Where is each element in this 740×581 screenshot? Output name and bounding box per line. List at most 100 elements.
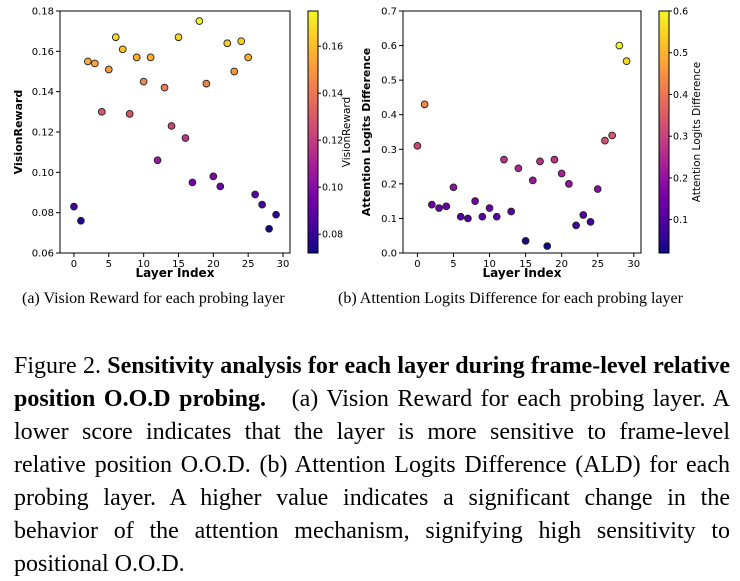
y-tick-label: 0.08 bbox=[32, 208, 54, 219]
data-point bbox=[272, 210, 280, 219]
colorbar-tick-label: 0.4 bbox=[673, 90, 688, 101]
y-tick-label: 0.2 bbox=[381, 179, 397, 190]
data-point bbox=[543, 242, 552, 250]
data-point bbox=[565, 180, 573, 188]
data-point bbox=[586, 218, 595, 226]
data-point bbox=[485, 204, 494, 212]
data-point bbox=[84, 57, 92, 66]
plot-frame bbox=[59, 10, 291, 254]
plot-frame bbox=[402, 10, 642, 254]
data-point bbox=[118, 45, 127, 54]
x-tick-label: 0 bbox=[71, 259, 77, 270]
subcaption-b: (b) Attention Logits Difference for each… bbox=[338, 290, 683, 307]
colorbar-tick-label: 0.14 bbox=[322, 89, 343, 100]
data-point bbox=[195, 17, 204, 25]
attention-logits-difference-chart: 0 5 10 15 20 25 30 0.0 0.1 0.2 0.3 0.4 0.5 0.6 0.7 Laye… bbox=[360, 7, 703, 281]
data-point bbox=[237, 37, 246, 46]
data-point bbox=[471, 197, 479, 205]
colorbar-tick-label: 0.6 bbox=[673, 7, 688, 18]
data-point bbox=[579, 211, 588, 219]
data-point bbox=[188, 178, 197, 187]
colorbar-tick-label: 0.08 bbox=[322, 230, 343, 241]
x-tick-label: 10 bbox=[137, 259, 150, 270]
data-point bbox=[181, 134, 190, 142]
x-tick-label: 30 bbox=[277, 259, 290, 270]
data-point bbox=[70, 202, 78, 211]
data-point bbox=[572, 221, 580, 230]
data-point bbox=[125, 109, 134, 118]
data-point bbox=[202, 79, 211, 88]
colorbar-tick-label: 0.2 bbox=[673, 173, 688, 184]
x-axis-label: Layer Index bbox=[136, 266, 215, 280]
colorbar-tick-label: 0.1 bbox=[673, 215, 688, 226]
data-point bbox=[153, 156, 162, 165]
data-point bbox=[216, 182, 225, 191]
data-point bbox=[622, 57, 631, 65]
data-point bbox=[507, 207, 516, 216]
data-point bbox=[90, 59, 99, 68]
data-point bbox=[557, 169, 566, 178]
data-point bbox=[492, 212, 501, 221]
y-tick-label: 0.06 bbox=[32, 249, 54, 260]
colorbar bbox=[658, 10, 670, 254]
colorbar-tick-label: 0.5 bbox=[673, 48, 688, 59]
data-point bbox=[464, 214, 472, 223]
data-point bbox=[500, 155, 508, 164]
vision-reward-chart: 0 5 10 15 20 25 30 0.06 0.08 0.10 0.12 0.14 0.16 0.18… bbox=[12, 7, 353, 281]
colorbar bbox=[307, 10, 319, 254]
data-point bbox=[160, 83, 169, 92]
y-tick-label: 0.6 bbox=[381, 41, 397, 52]
caption-body: (a) Vision Reward for each probing layer… bbox=[14, 386, 730, 577]
y-tick-label: 0.7 bbox=[381, 7, 397, 18]
x-tick-label: 0 bbox=[414, 259, 420, 270]
y-tick-label: 0.18 bbox=[32, 7, 54, 18]
x-tick-label: 15 bbox=[172, 259, 185, 270]
x-tick-label: 20 bbox=[555, 259, 568, 270]
colorbar-tick-label: 0.10 bbox=[322, 183, 343, 194]
data-point bbox=[230, 67, 239, 76]
colorbar-tick-label: 0.16 bbox=[322, 42, 343, 53]
data-point bbox=[251, 190, 260, 199]
data-point bbox=[146, 53, 155, 62]
y-tick-label: 0.5 bbox=[381, 76, 397, 87]
data-point bbox=[420, 100, 429, 109]
data-point bbox=[528, 176, 537, 185]
y-tick-label: 0.4 bbox=[381, 110, 397, 121]
data-point bbox=[258, 200, 266, 209]
caption-label: Figure 2. bbox=[14, 353, 101, 379]
data-point bbox=[104, 65, 113, 74]
y-tick-label: 0.1 bbox=[381, 214, 397, 225]
colorbar-label: Attention Logits Difference bbox=[691, 62, 703, 203]
y-tick-label: 0.12 bbox=[32, 128, 54, 139]
data-point bbox=[244, 53, 253, 62]
data-point bbox=[593, 185, 602, 193]
data-point bbox=[449, 183, 458, 192]
data-point bbox=[536, 157, 544, 166]
x-tick-label: 25 bbox=[242, 259, 255, 270]
data-point bbox=[97, 107, 106, 116]
y-axis-label: VisionReward bbox=[12, 90, 25, 175]
data-point bbox=[111, 33, 120, 42]
data-point bbox=[167, 122, 176, 130]
data-point bbox=[427, 200, 436, 209]
data-point bbox=[139, 77, 148, 86]
x-axis-label: Layer Index bbox=[483, 266, 562, 280]
data-point bbox=[478, 212, 487, 221]
y-tick-label: 0.3 bbox=[381, 145, 397, 156]
data-point bbox=[601, 136, 609, 145]
x-tick-label: 25 bbox=[591, 259, 604, 270]
y-tick-label: 0.0 bbox=[381, 249, 397, 260]
x-tick-label: 5 bbox=[450, 259, 456, 270]
x-tick-label: 20 bbox=[207, 259, 220, 270]
data-point bbox=[615, 41, 624, 50]
data-point bbox=[550, 155, 559, 164]
y-axis-label: Attention Logits Difference bbox=[360, 48, 373, 216]
caption-bold-title: Sensitivity analysis for each layer duri… bbox=[14, 353, 730, 412]
data-point bbox=[413, 141, 422, 150]
data-point bbox=[209, 172, 218, 181]
data-point bbox=[132, 53, 141, 62]
y-tick-label: 0.14 bbox=[32, 87, 54, 98]
colorbar-tick-label: 0.12 bbox=[322, 136, 343, 147]
y-tick-label: 0.16 bbox=[32, 47, 54, 58]
